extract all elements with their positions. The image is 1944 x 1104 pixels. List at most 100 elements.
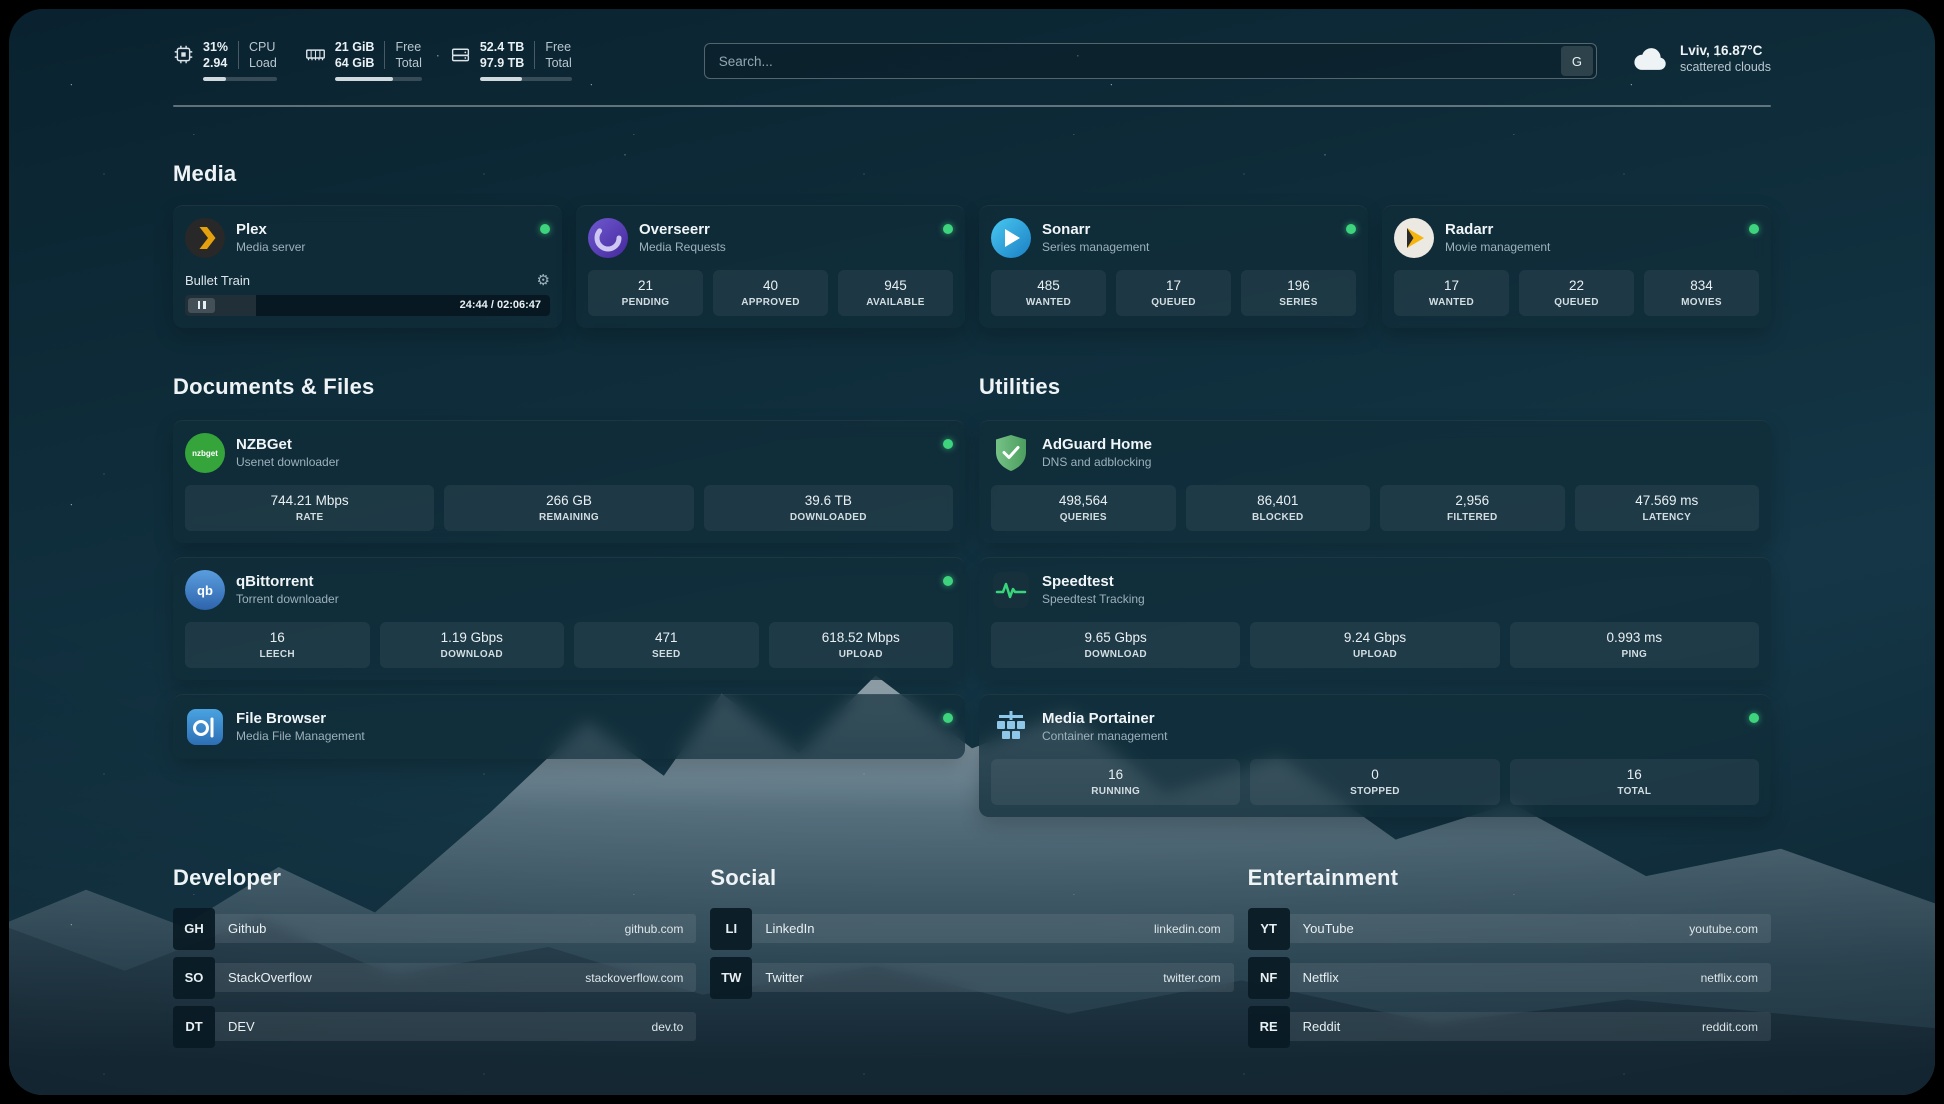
disk-total-value: 97.9 TB [479,56,525,71]
stat-filtered: 2,956 FILTERED [1380,484,1565,531]
section-title-utilities: Utilities [979,373,1061,399]
stackoverflow-abbr-tile: SO [173,956,215,999]
section-title-entertainment: Entertainment [1247,864,1399,890]
section-title-media: Media [173,160,237,186]
nzbget-icon: nzbget [185,432,225,473]
app-card-sonarr[interactable]: Sonarr Series management 485 WANTED [979,204,1368,328]
section-title-documents: Documents & Files [173,373,375,399]
app-name: Sonarr [1042,221,1091,238]
dashboard-content: 31% 2.94 CPU Load [9,9,1935,1095]
media-player-bar[interactable]: 24:44 / 02:06:47 [185,294,550,316]
overseerr-icon [588,217,628,258]
ram-stats: 21 GiB 64 GiB Free Total [334,39,422,81]
now-playing-widget: Bullet Train ⚙ 24:44 / 02:06:47 [185,273,550,316]
weather-widget: Lviv, 16.87°C scattered clouds [1631,43,1771,74]
divider [238,41,240,70]
app-name: Plex [236,221,267,238]
app-description: Media Requests [639,240,726,254]
media-grid: Plex Media server Bullet Train ⚙ [173,204,1771,328]
cpu-percent-value: 31% [203,40,229,54]
bookmark-netflix[interactable]: NF Netflix netflix.com [1247,956,1771,999]
stat-available: 945 AVAILABLE [838,269,953,316]
stat-rate: 744.21 Mbps RATE [185,484,435,531]
stat-blocked: 86,401 BLOCKED [1185,484,1370,531]
cpu-label: CPU [249,40,276,54]
cpu-icon [174,45,193,64]
app-card-adguard[interactable]: AdGuard Home DNS and adblocking 498,564 … [979,419,1771,543]
stat-remaining: 266 GB REMAINING [444,484,694,531]
app-card-overseerr[interactable]: Overseerr Media Requests 21 PENDING [576,204,965,328]
stat-ping: 0.993 ms PING [1509,621,1759,668]
search-engine-button[interactable]: G [1560,46,1593,76]
stat-seed: 471 SEED [574,621,759,668]
stat-pending: 21 PENDING [588,269,703,316]
speedtest-icon [991,570,1031,610]
app-card-plex[interactable]: Plex Media server Bullet Train ⚙ [173,204,562,328]
app-card-portainer[interactable]: Media Portainer Container management 16 … [979,693,1771,817]
stat-queries: 498,564 QUERIES [991,484,1176,531]
app-card-speedtest[interactable]: Speedtest Speedtest Tracking 9.65 Gbps D… [979,556,1771,680]
divider [534,41,536,70]
stat-running: 16 RUNNING [991,758,1241,805]
bookmark-github[interactable]: GH Github github.com [173,907,697,950]
cpu-stats: 31% 2.94 CPU Load [203,39,277,81]
stat-approved: 40 APPROVED [713,269,828,316]
stat-wanted: 17 WANTED [1394,269,1509,316]
app-description: Media File Management [236,729,365,743]
status-online-dot [943,712,953,723]
github-abbr-tile: GH [173,907,215,950]
app-description: Usenet downloader [236,455,340,469]
app-name: qBittorrent [236,573,314,590]
filebrowser-icon [185,707,225,747]
plex-icon [185,217,225,258]
app-name: Radarr [1445,221,1494,238]
search-input[interactable] [704,53,1561,69]
stat-movies: 834 MOVIES [1644,269,1759,316]
bookmark-group-social: Social LI LinkedIn linkedin.com TW [710,865,1234,999]
bookmarks-section: Developer GH Github github.com SO [173,865,1771,1048]
main-grid: Documents & Files nzbget NZBGet Usenet d… [173,374,1771,817]
app-card-qbittorrent[interactable]: qb qBittorrent Torrent downloader 16 [173,556,965,680]
bookmark-twitter[interactable]: TW Twitter twitter.com [710,956,1234,999]
status-online-dot [1346,223,1356,234]
pause-icon[interactable] [188,297,215,313]
bookmark-stackoverflow[interactable]: SO StackOverflow stackoverflow.com [173,956,697,999]
status-online-dot [540,223,550,234]
twitter-abbr-tile: TW [710,956,753,999]
svg-text:qb: qb [197,583,213,598]
bookmark-reddit[interactable]: RE Reddit reddit.com [1247,1005,1771,1048]
app-name: AdGuard Home [1042,436,1153,453]
stat-download: 9.65 Gbps DOWNLOAD [991,621,1241,668]
app-card-nzbget[interactable]: nzbget NZBGet Usenet downloader 744.21 M… [173,419,965,543]
app-description: Media server [236,240,306,254]
top-bar: 31% 2.94 CPU Load [173,9,1771,81]
status-online-dot [1749,223,1759,234]
bookmark-dev[interactable]: DT DEV dev.to [173,1005,697,1048]
disk-widget: 52.4 TB 97.9 TB Free Total [450,39,572,81]
divider [384,41,386,70]
app-card-radarr[interactable]: Radarr Movie management 17 WANTED 2 [1382,204,1771,328]
stat-wanted: 485 WANTED [991,269,1106,316]
ram-progress-fill [334,76,394,81]
dashboard-screen: 31% 2.94 CPU Load [9,9,1935,1095]
bookmark-youtube[interactable]: YT YouTube youtube.com [1247,907,1771,950]
app-card-filebrowser[interactable]: File Browser Media File Management [173,693,965,759]
status-online-dot [1749,712,1759,723]
documents-column: Documents & Files nzbget NZBGet Usenet d… [173,374,965,759]
bookmark-linkedin[interactable]: LI LinkedIn linkedin.com [710,907,1234,950]
weather-condition: scattered clouds [1679,60,1771,74]
header-divider [173,104,1771,107]
cpu-load-label: Load [249,56,277,71]
ram-total-value: 64 GiB [334,56,375,71]
status-online-dot [943,223,953,234]
stat-series: 196 SERIES [1241,269,1356,316]
disk-total-label: Total [545,56,572,71]
stat-total: 16 TOTAL [1509,758,1759,805]
ram-free-value: 21 GiB [334,40,375,54]
radarr-icon [1394,217,1434,258]
cpu-progress-fill [203,76,226,81]
app-description: Container management [1042,729,1168,743]
settings-gear-icon[interactable]: ⚙ [536,271,550,289]
disk-progress-fill [479,76,523,81]
disk-progress-bar [479,76,572,81]
